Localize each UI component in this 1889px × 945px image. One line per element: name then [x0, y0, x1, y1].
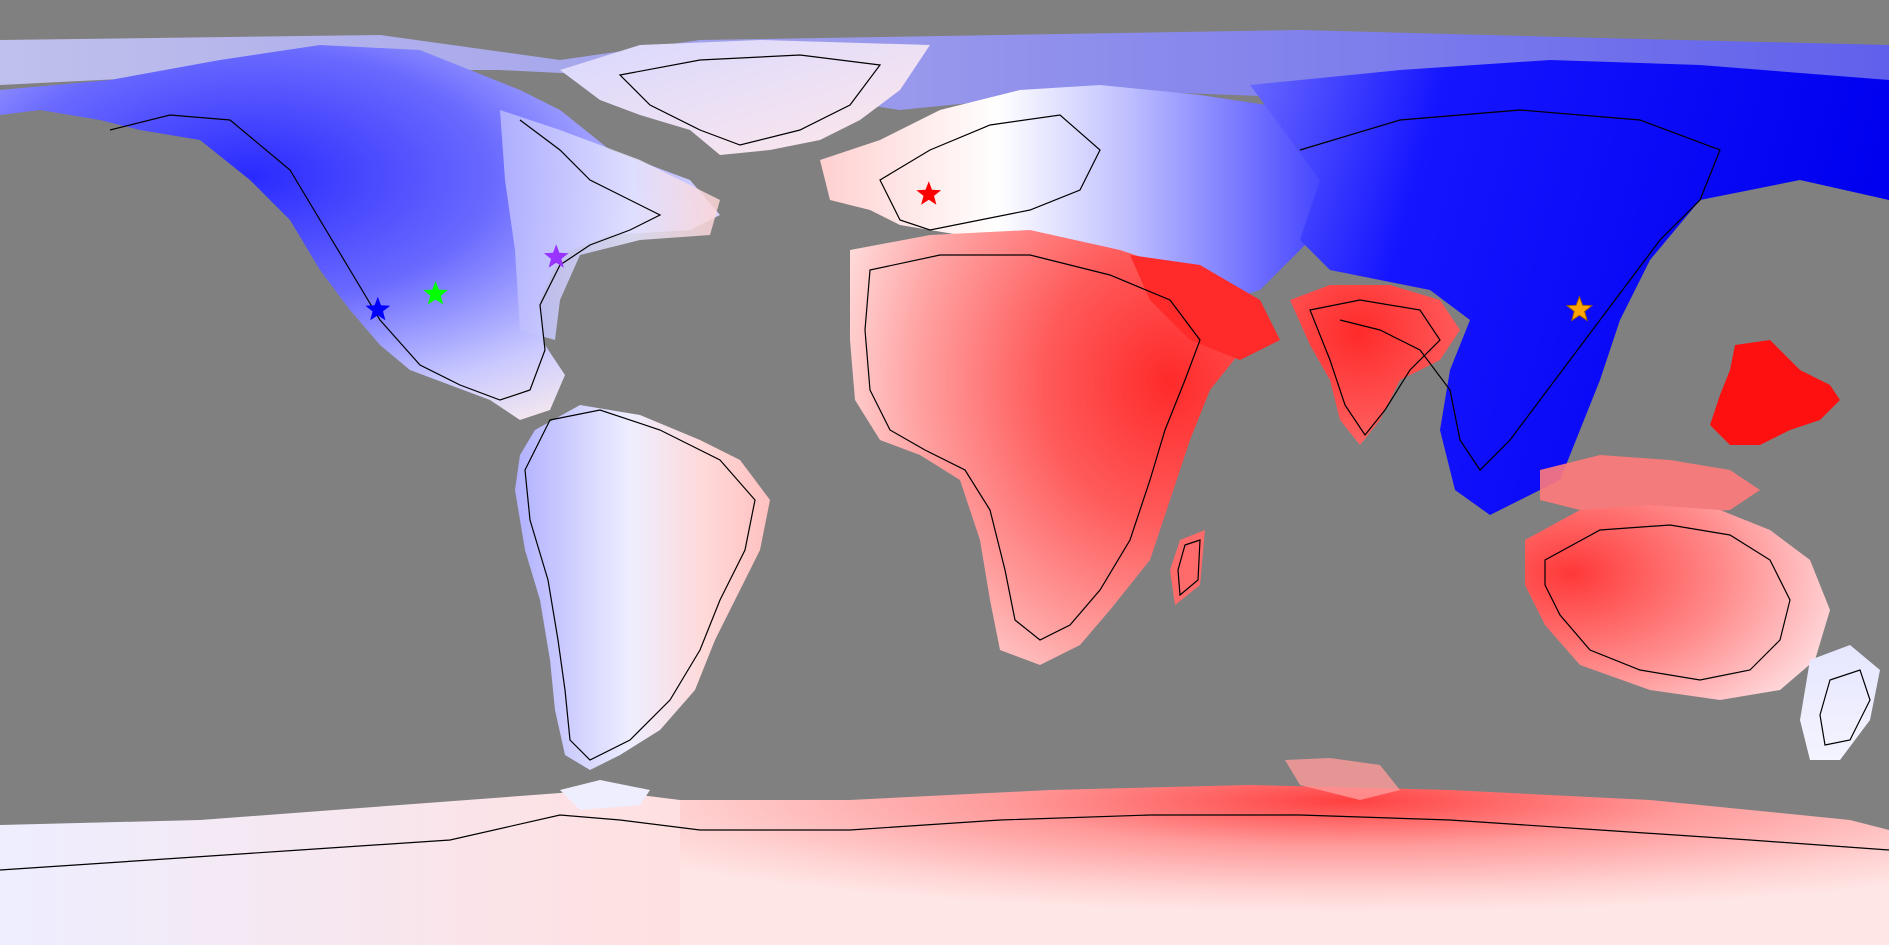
region-antarctic-peninsula	[560, 780, 650, 810]
red-star-icon[interactable]	[916, 181, 942, 205]
coastline-north-america	[109, 114, 662, 401]
region-australia	[1525, 505, 1830, 700]
region-southeast-asia	[1540, 455, 1760, 515]
region-europe	[820, 85, 1330, 310]
coastline-australia	[1544, 524, 1791, 681]
region-north-america-east	[500, 110, 720, 340]
coastline-asia	[1299, 109, 1721, 471]
region-asia	[1250, 60, 1889, 515]
region-antarctica-east	[680, 785, 1889, 945]
region-south-america	[515, 405, 770, 770]
region-arabia	[1130, 255, 1280, 360]
coastline-africa	[864, 254, 1201, 641]
coastline-antarctica	[0, 814, 1889, 871]
marker-layer	[365, 181, 1594, 322]
region-africa	[850, 230, 1250, 665]
purple-star-icon[interactable]	[543, 244, 569, 268]
coastline-new-zealand	[1819, 669, 1871, 746]
region-pacific-patch	[1710, 340, 1840, 445]
blue-star-icon[interactable]	[365, 296, 391, 321]
region-new-zealand	[1800, 645, 1880, 760]
region-antarctica-west	[0, 790, 680, 945]
region-southern-ocean-patch	[1285, 758, 1400, 800]
coastline-india	[1309, 299, 1441, 437]
green-star-icon[interactable]	[423, 281, 448, 305]
coastline-greenland	[618, 54, 882, 146]
orange-star-icon[interactable]	[1565, 295, 1594, 322]
coastline-madagascar	[1177, 539, 1201, 597]
region-india	[1290, 285, 1460, 445]
coastlines	[0, 54, 1889, 871]
coastline-south-america	[524, 409, 756, 761]
coastline-europe	[879, 114, 1101, 231]
